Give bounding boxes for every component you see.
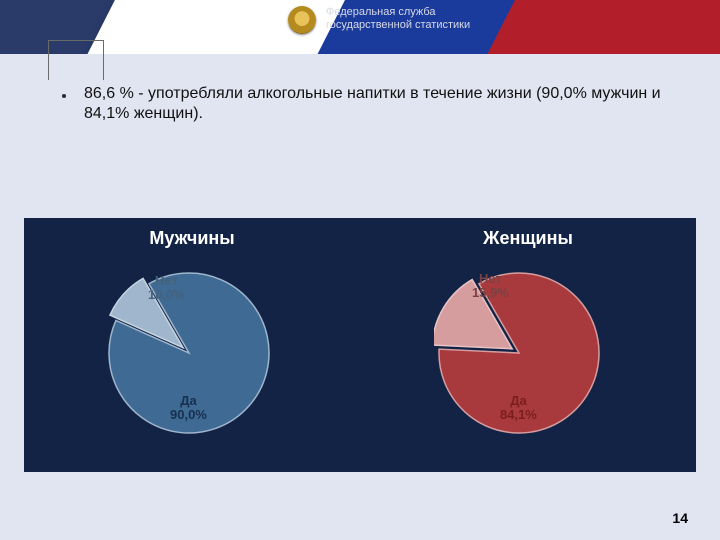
- frame-corner: [48, 40, 104, 80]
- org-title-line1: Федеральная служба: [326, 6, 470, 19]
- page-number: 14: [672, 510, 688, 526]
- bullet-text: 86,6 % - употребляли алкогольные напитки…: [64, 84, 674, 124]
- header-band: Федеральная служба государственной стати…: [0, 0, 720, 54]
- chart-title-men: Мужчины: [24, 228, 360, 249]
- pie-men-label-yes: Да90,0%: [170, 394, 207, 422]
- chart-title-women: Женщины: [360, 228, 696, 249]
- chart-panel: Мужчины Женщины Нет10,0% Да90,0% Нет15,9…: [24, 218, 696, 472]
- pie-women-label-yes: Да84,1%: [500, 394, 537, 422]
- bullet-dot-icon: [62, 94, 66, 98]
- pie-men-label-no: Нет10,0%: [148, 274, 185, 302]
- org-title: Федеральная служба государственной стати…: [326, 6, 470, 32]
- org-title-line2: государственной статистики: [326, 19, 470, 32]
- pie-women-label-no: Нет15,9%: [472, 272, 509, 300]
- bullet-item: 86,6 % - употребляли алкогольные напитки…: [64, 84, 674, 124]
- emblem-icon: [288, 6, 316, 34]
- frame-corner-left: [48, 40, 49, 80]
